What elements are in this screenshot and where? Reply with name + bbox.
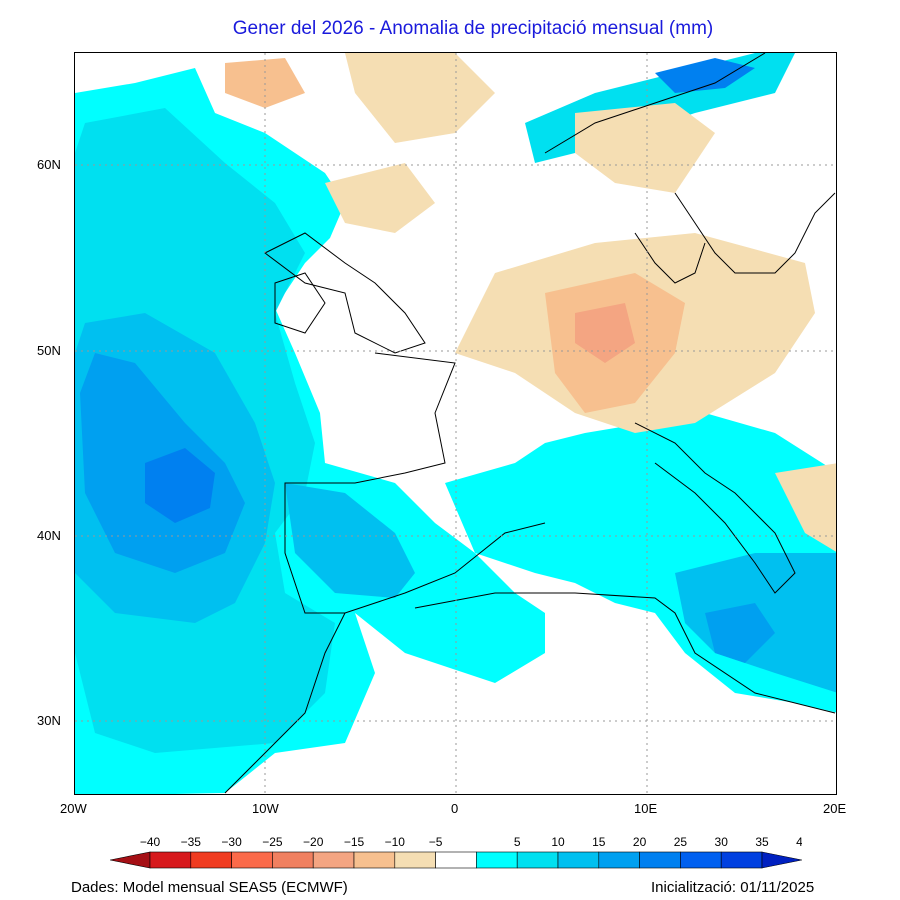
colorbar-swatch <box>557 851 600 869</box>
colorbar-tick-label: −5 <box>429 835 443 849</box>
lat-label-40n: 40N <box>37 528 61 543</box>
colorbar-tick-label: −10 <box>385 835 406 849</box>
colorbar-tick-label: 25 <box>674 835 688 849</box>
lat-label-50n: 50N <box>37 343 61 358</box>
lon-label-10w: 10W <box>252 801 279 816</box>
data-source: Dades: Model mensual SEAS5 (ECMWF) <box>71 879 348 896</box>
scotland-dry-minus5 <box>325 163 435 233</box>
coastlines <box>224 53 836 794</box>
initialization-date: Inicialització: 01/11/2025 <box>651 879 815 896</box>
italy-coast <box>634 422 796 594</box>
north-sea-dry-minus5 <box>345 53 495 143</box>
colorbar-swatch <box>476 851 518 869</box>
colorbar-swatch <box>312 851 355 869</box>
colorbar-swatch <box>149 851 192 869</box>
map-canvas <box>75 53 836 794</box>
colorbar-tick-label: 35 <box>755 835 769 849</box>
mediterranean-anomaly-plus20 <box>705 603 775 663</box>
lon-label-10e: 10E <box>634 801 658 816</box>
colorbar-tick-label: 10 <box>551 835 565 849</box>
france-spain-coast <box>284 352 546 614</box>
colorbar-tick-label: −40 <box>140 835 161 849</box>
graticule <box>75 53 836 794</box>
colorbar-swatch <box>598 851 640 869</box>
colorbar-swatch-upper-end <box>761 851 802 869</box>
lon-label-0: 0 <box>451 801 459 816</box>
colorbar-tick-label: 15 <box>592 835 606 849</box>
colorbar-swatch <box>272 851 314 869</box>
colorbar-tick-label: −15 <box>344 835 365 849</box>
map-title: Gener del 2026 - Anomalia de precipitaci… <box>232 18 714 39</box>
colorbar-swatch <box>353 851 396 869</box>
lat-label-60n: 60N <box>37 157 61 172</box>
colorbar-swatch <box>680 851 722 869</box>
colorbar-swatch <box>231 851 273 869</box>
ireland-coast <box>274 272 326 334</box>
norway-anomaly-plus25 <box>655 58 755 93</box>
colorbar-swatch <box>639 851 681 869</box>
colorbar-tick-label: 30 <box>715 835 729 849</box>
colorbar-tick-label: −20 <box>303 835 324 849</box>
scandinavia-dry-minus5 <box>575 103 715 193</box>
precipitation-anomaly-map <box>74 52 837 795</box>
colorbar-swatch <box>435 851 477 869</box>
colorbar-labels: −40 −35 −30 −25 −20 −15 −10 −5 5 10 15 20 25 30 35 40 <box>140 835 802 849</box>
colorbar-swatches <box>110 851 802 869</box>
iberia-west-anomaly <box>285 483 415 598</box>
british-isles-coast <box>264 232 426 354</box>
lat-label-30n: 30N <box>37 713 61 728</box>
north-africa-coast <box>224 592 836 794</box>
denmark-coast <box>634 232 706 284</box>
colorbar-swatch <box>394 851 436 869</box>
colorbar-swatch-lower-end <box>110 851 151 869</box>
colorbar-swatch <box>516 851 559 869</box>
atlantic-anomaly-plus25 <box>145 448 215 523</box>
colorbar-swatch <box>190 851 232 869</box>
colorbar-tick-label: −30 <box>221 835 242 849</box>
lon-label-20e: 20E <box>823 801 847 816</box>
colorbar-tick-label: 5 <box>514 835 521 849</box>
colorbar-tick-label: 20 <box>633 835 647 849</box>
colorbar-tick-label: −35 <box>181 835 202 849</box>
lon-label-20w: 20W <box>60 801 87 816</box>
colorbar-legend: −40 −35 −30 −25 −20 −15 −10 −5 5 10 15 20 25 30 35 40 <box>110 835 802 869</box>
scandinavia-coast <box>544 53 836 274</box>
balkans-dry-minus5 <box>775 463 836 552</box>
colorbar-swatch <box>720 851 763 869</box>
colorbar-tick-label: 40 <box>796 835 802 849</box>
colorbar-tick-label: −25 <box>262 835 283 849</box>
europe-dry-minus15 <box>575 303 635 363</box>
